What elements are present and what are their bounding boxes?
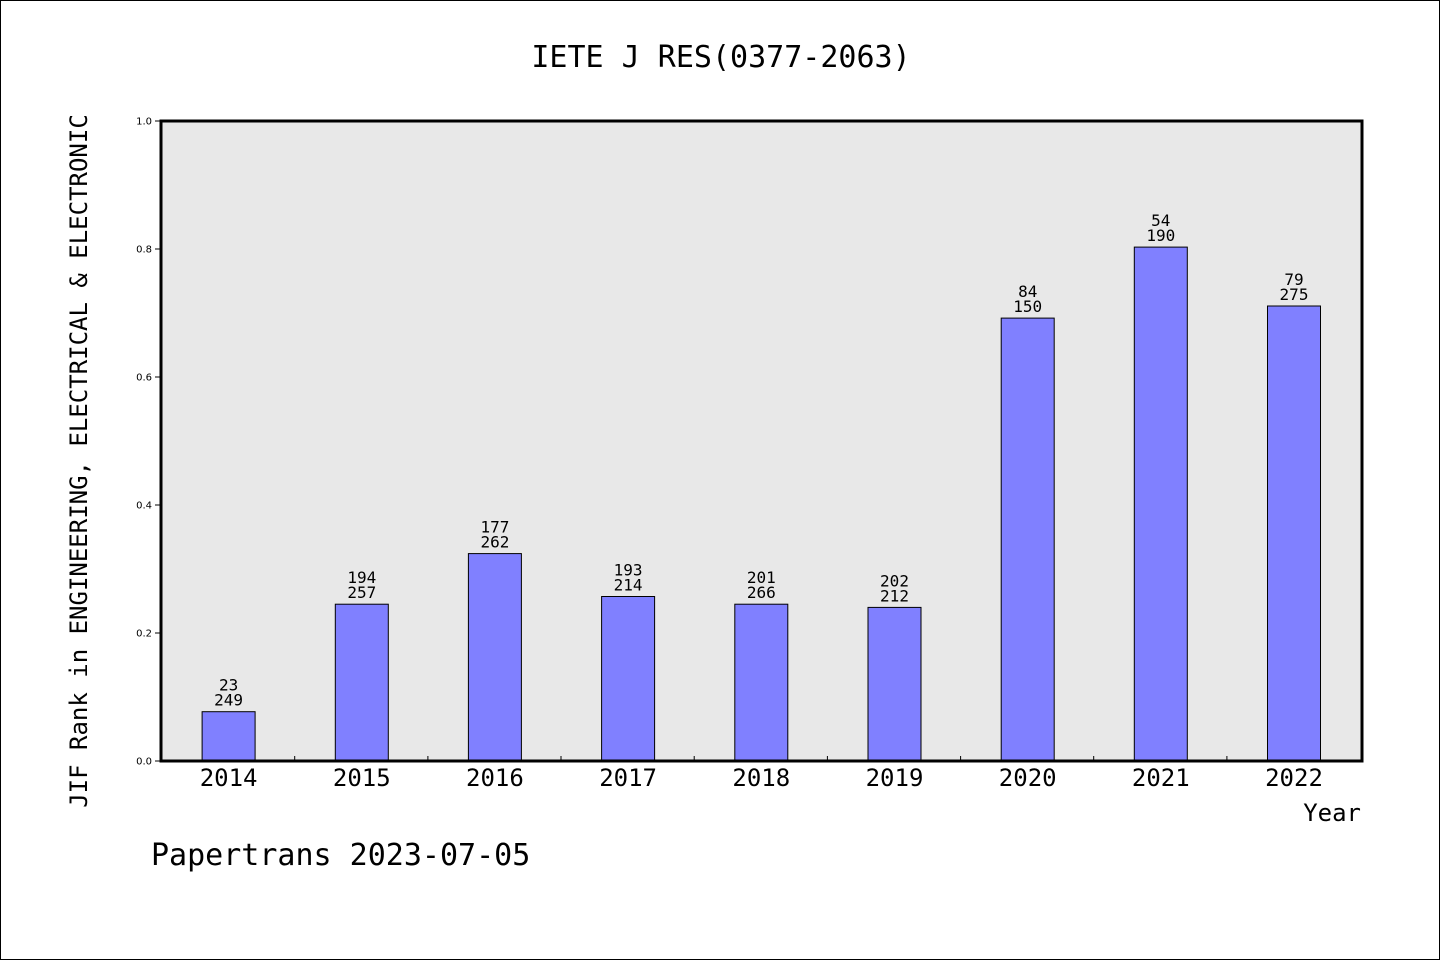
bar-2020 [1000,317,1055,762]
bar-total-label-2017: 214 [614,576,643,595]
bar-rank-label-2019: 202 [880,571,909,590]
bar-rank-label-2021: 54 [1151,211,1170,230]
bar-total-label-2019: 212 [880,586,909,605]
plot-border [159,119,1364,763]
bar-2017 [601,596,656,762]
x-tick-label-2021: 2021 [1132,764,1190,792]
bar-rank-label-2014: 23 [219,676,238,695]
bar-rank-label-2022: 79 [1284,270,1303,289]
y-axis-label: JIF Rank in ENGINEERING, ELECTRICAL & EL… [65,114,93,808]
bar-total-label-2020: 150 [1013,297,1042,316]
bar-rank-label-2018: 201 [747,568,776,587]
x-tick-label-2017: 2017 [599,764,657,792]
bar-2016 [467,553,522,762]
bar-total-label-2022: 275 [1280,285,1309,304]
x-tick-label-2022: 2022 [1265,764,1323,792]
bar-2015 [334,603,389,762]
x-axis-ticks: 2014 2015 2016 2017 2018 2019 2020 2021 2022 [200,756,1323,792]
bar-2014 [201,711,256,762]
y-tick-label: 0.4 [136,501,152,512]
y-tick-label: 1.0 [136,117,152,128]
y-axis-ticks: 0.0 0.2 0.4 0.6 0.8 1.0 [136,117,161,768]
bar-rank-label-2020: 84 [1018,282,1037,301]
x-axis-label: Year [1303,799,1361,827]
bar-total-label-2021: 190 [1146,226,1175,245]
bar-2021 [1133,246,1188,762]
bar-rank-label-2017: 193 [614,561,643,580]
bar-rank-label-2016: 177 [480,518,509,537]
footer-date: Papertrans 2023-07-05 [151,838,530,873]
bar-total-label-2015: 257 [347,583,376,602]
bar-total-label-2016: 262 [480,533,509,552]
bar-2022 [1267,305,1321,762]
bar-total-label-2014: 249 [214,691,243,710]
bar-2018 [734,603,789,762]
bar-2019 [867,606,922,762]
bar-total-label-2018: 266 [747,583,776,602]
x-tick-label-2015: 2015 [333,764,391,792]
chart-title: IETE J RES(0377-2063) [531,40,910,75]
x-tick-label-2020: 2020 [999,764,1057,792]
y-tick-label: 0.0 [136,757,152,768]
bar-rank-label-2015: 194 [347,568,376,587]
x-tick-label-2018: 2018 [732,764,790,792]
x-tick-label-2019: 2019 [866,764,924,792]
y-tick-label: 0.6 [136,373,152,384]
x-tick-label-2016: 2016 [466,764,524,792]
x-tick-label-2014: 2014 [200,764,258,792]
y-tick-label: 0.8 [136,245,152,256]
y-tick-label: 0.2 [136,629,152,640]
bars [201,246,1321,762]
